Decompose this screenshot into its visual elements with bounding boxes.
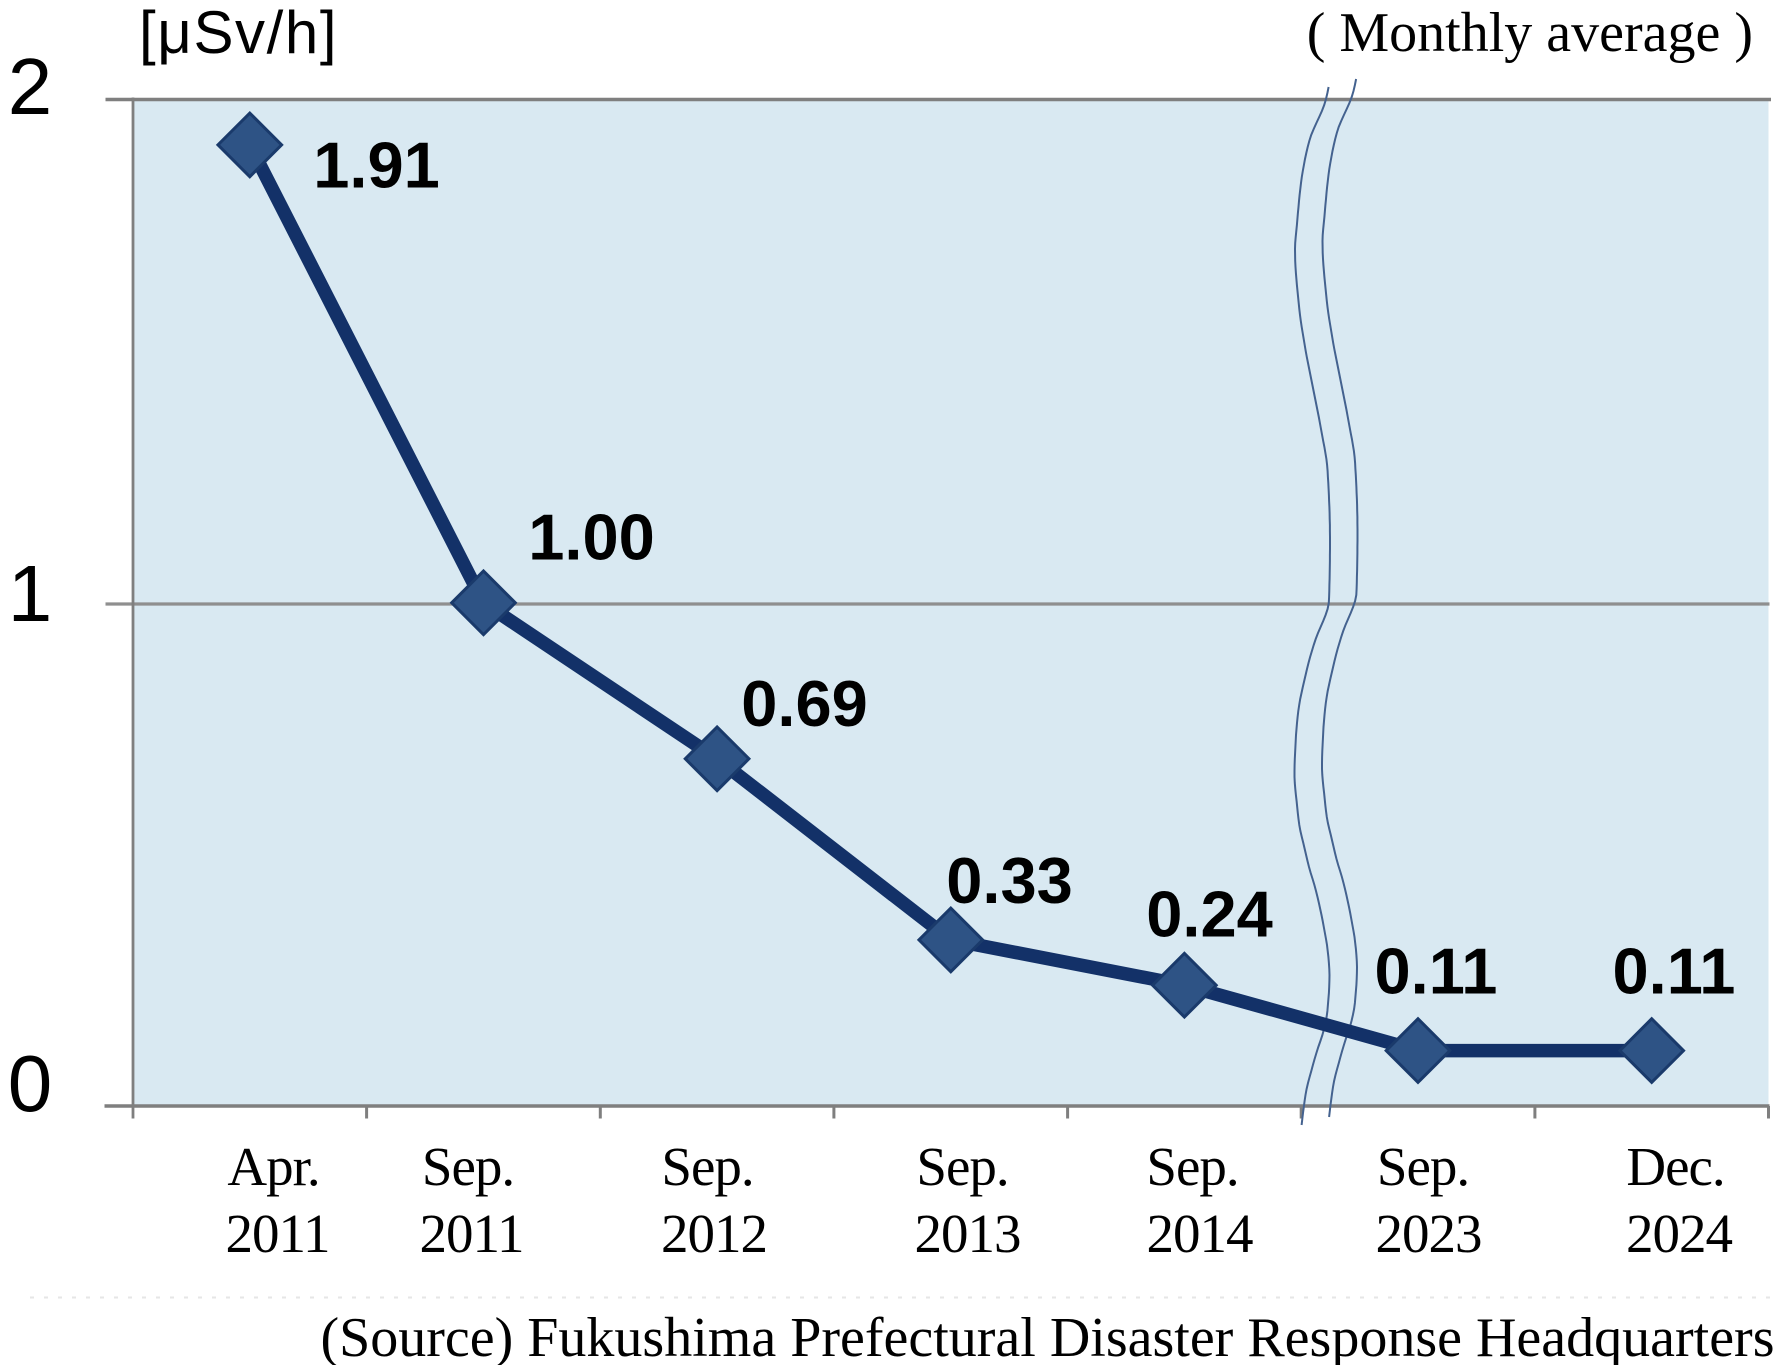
svg-text:Sep.: Sep. <box>916 1136 1008 1197</box>
svg-text:0.11: 0.11 <box>1375 935 1498 1008</box>
svg-text:2024: 2024 <box>1626 1203 1733 1264</box>
svg-text:2014: 2014 <box>1147 1203 1254 1264</box>
svg-text:Sep.: Sep. <box>661 1136 753 1197</box>
svg-text:Sep.: Sep. <box>1146 1136 1238 1197</box>
svg-text:2011: 2011 <box>226 1203 330 1264</box>
svg-text:2013: 2013 <box>915 1203 1021 1264</box>
svg-text:0.69: 0.69 <box>741 667 868 740</box>
svg-text:Dec.: Dec. <box>1626 1136 1724 1197</box>
svg-text:0.33: 0.33 <box>946 844 1073 917</box>
svg-text:( Monthly average ): ( Monthly average ) <box>1307 2 1753 64</box>
svg-text:Apr.: Apr. <box>227 1136 319 1197</box>
svg-text:Sep.: Sep. <box>422 1136 514 1197</box>
svg-text:0: 0 <box>8 1039 53 1128</box>
svg-text:0.11: 0.11 <box>1613 935 1736 1008</box>
svg-text:1.91: 1.91 <box>313 129 440 202</box>
svg-text:(Source) Fukushima Prefectural: (Source) Fukushima Prefectural Disaster … <box>320 1307 1774 1365</box>
svg-text:[μSv/h]: [μSv/h] <box>139 0 338 66</box>
svg-text:2023: 2023 <box>1376 1203 1482 1264</box>
svg-text:Sep.: Sep. <box>1377 1136 1469 1197</box>
svg-text:2: 2 <box>8 42 53 131</box>
svg-text:2012: 2012 <box>661 1203 767 1264</box>
svg-text:2011: 2011 <box>420 1203 524 1264</box>
svg-text:1.00: 1.00 <box>528 501 655 574</box>
svg-text:0.24: 0.24 <box>1146 878 1273 951</box>
svg-text:1: 1 <box>8 549 53 638</box>
